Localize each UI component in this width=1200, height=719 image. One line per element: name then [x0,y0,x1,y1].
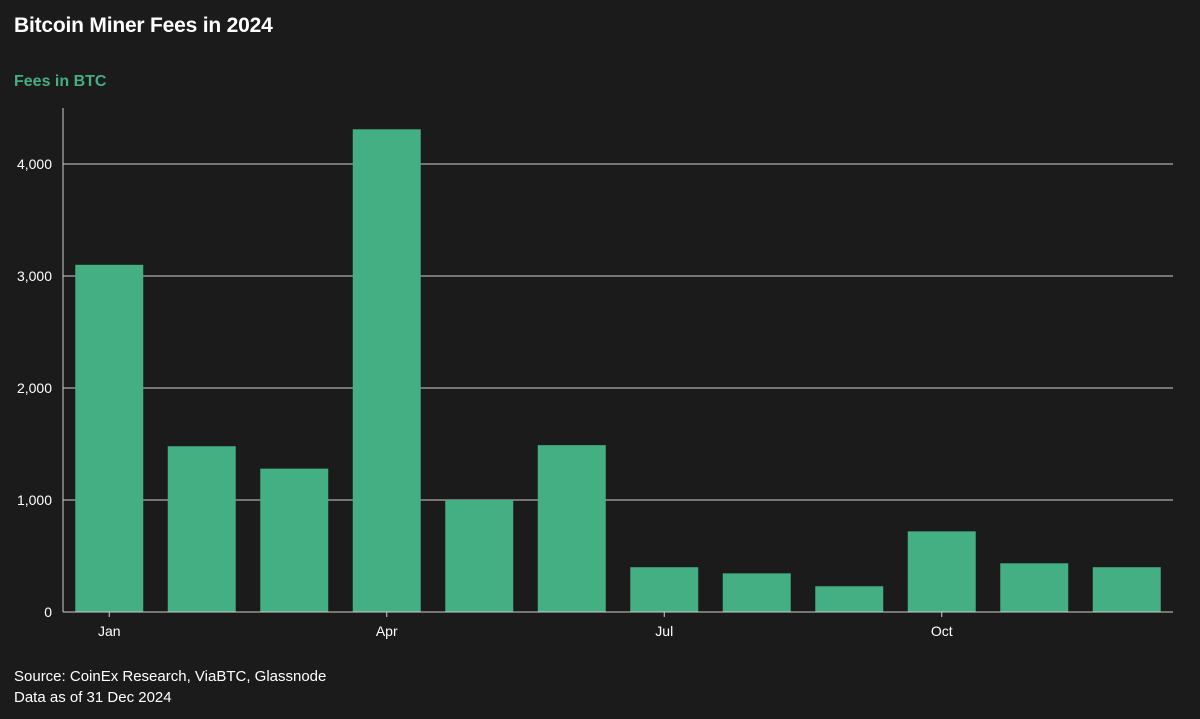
bar-jul [630,567,699,612]
source-note: Source: CoinEx Research, ViaBTC, Glassno… [14,668,327,685]
bar-apr [352,129,421,612]
bar-sep [815,586,884,612]
bars [75,129,1161,612]
chart-title: Bitcoin Miner Fees in 2024 [14,14,273,37]
tick-labels: 0 1,000 2,000 3,000 4,000 Jan Apr Jul Oct [17,156,953,639]
bar-may [445,500,514,612]
x-tick-label: Jan [98,623,121,639]
axes [62,108,1173,617]
chart-footer: Source: CoinEx Research, ViaBTC, Glassno… [14,666,326,708]
bar-jun [537,445,606,612]
bar-jan [75,264,144,612]
bar-oct [907,531,976,612]
y-tick-label: 3,000 [17,268,52,284]
grid-lines [63,163,1173,501]
y-tick-label: 1,000 [17,492,52,508]
y-tick-label: 0 [44,604,52,620]
data-date-note: Data as of 31 Dec 2024 [14,689,172,706]
bar-nov [1000,563,1069,612]
x-tick-label: Jul [655,623,673,639]
chart-subtitle: Fees in BTC [14,73,107,90]
bar-aug [722,573,791,612]
x-tick-label: Apr [376,623,398,639]
y-tick-label: 2,000 [17,380,52,396]
bar-dec [1092,567,1161,612]
y-tick-label: 4,000 [17,156,52,172]
x-tick-label: Oct [931,623,953,639]
bar-mar [260,468,329,612]
bar-feb [167,446,236,612]
